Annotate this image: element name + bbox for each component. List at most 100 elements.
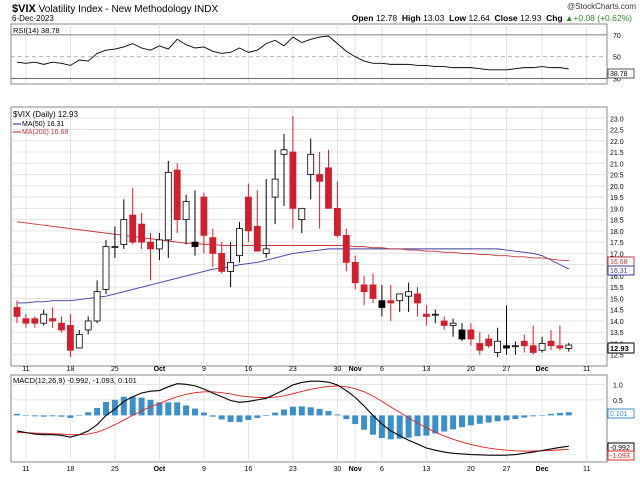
candle-body bbox=[218, 252, 226, 272]
macd-histogram-bar bbox=[405, 415, 412, 438]
macd-histogram-bar bbox=[165, 402, 172, 416]
candle-body bbox=[512, 345, 519, 348]
macd-histogram-bar bbox=[387, 415, 394, 440]
candle-body bbox=[173, 169, 181, 221]
price-xtick-label: 13 bbox=[423, 366, 431, 373]
candle-body bbox=[147, 241, 154, 250]
macd-histogram-bar bbox=[245, 415, 252, 421]
macd-histogram-bar bbox=[503, 415, 510, 421]
macd-histogram-bar bbox=[129, 396, 136, 416]
candle-body bbox=[333, 207, 341, 236]
candle-body bbox=[369, 284, 377, 299]
price-tick-label: 16.0 bbox=[610, 274, 624, 281]
symbol: $VIX bbox=[12, 3, 36, 15]
value-tags: 38.78 16.68 16.31 12.93 0.101 -0.992 -1.… bbox=[607, 68, 635, 461]
macd-histogram-bar bbox=[49, 415, 56, 417]
macd-xtick-label: 11 bbox=[22, 466, 29, 473]
macd-histogram-bar bbox=[236, 415, 243, 422]
price-frame bbox=[10, 106, 608, 367]
macd-histogram-bar bbox=[361, 415, 368, 430]
macd-histogram-bar bbox=[316, 408, 323, 416]
macd-histogram-bar bbox=[14, 413, 20, 416]
candle-body bbox=[449, 322, 457, 326]
price-xtick-label: 11 bbox=[22, 366, 29, 373]
candle-body bbox=[556, 345, 564, 349]
rsi-tick-label: 70 bbox=[613, 33, 621, 40]
ma50-value-tag: 16.31 bbox=[607, 265, 635, 276]
macd-histogram-bar bbox=[183, 405, 190, 416]
high-value: 13.03 bbox=[423, 13, 445, 23]
price-tick-label: 20.0 bbox=[610, 184, 624, 191]
price-xtick-label: 11 bbox=[583, 366, 590, 373]
candle-body bbox=[325, 167, 332, 209]
chg-label: Chg bbox=[546, 13, 563, 23]
candle-body bbox=[40, 313, 48, 324]
close-label: Close bbox=[494, 13, 518, 23]
svg-text:16.31: 16.31 bbox=[610, 268, 628, 275]
macd-histogram-bar bbox=[94, 407, 101, 416]
price-xtick-label: 18 bbox=[67, 366, 75, 373]
candle-body bbox=[316, 174, 324, 182]
macd-histogram-bar bbox=[432, 415, 439, 434]
price-xtick-label: 20 bbox=[467, 366, 475, 373]
price-xtick-label: 30 bbox=[334, 366, 342, 373]
ma200-line bbox=[16, 221, 569, 262]
svg-text:0.101: 0.101 bbox=[610, 411, 628, 418]
macd-histogram-bar bbox=[174, 402, 181, 416]
macd-histogram-bar bbox=[58, 415, 65, 417]
svg-text:16.68: 16.68 bbox=[610, 259, 628, 266]
price-tick-label: 15.5 bbox=[610, 285, 624, 292]
low-label: Low bbox=[449, 13, 467, 23]
candle-body bbox=[262, 248, 270, 254]
candle-body bbox=[405, 291, 413, 297]
macd-xtick-label: 27 bbox=[503, 466, 511, 473]
candle-body bbox=[227, 261, 235, 272]
macd-histogram-bar bbox=[370, 415, 376, 435]
macd-histogram-bar bbox=[539, 415, 546, 416]
candle-body bbox=[191, 241, 199, 248]
candle-body bbox=[31, 318, 39, 324]
instrument-name: Volatility Index - New Methodology bbox=[38, 4, 192, 15]
macd-xtick-label: 18 bbox=[67, 466, 75, 473]
macd-histogram-bar bbox=[227, 415, 234, 422]
macd-histogram-bar bbox=[396, 415, 403, 439]
macd-histogram-bar bbox=[485, 415, 492, 423]
candle-body bbox=[164, 171, 172, 241]
macd-histogram-bar bbox=[352, 415, 359, 425]
candle-body bbox=[253, 225, 261, 252]
macd-hist-tag: 0.101 bbox=[607, 408, 635, 419]
candle-body bbox=[520, 340, 528, 347]
macd-histogram-bar bbox=[31, 415, 38, 417]
candle-body bbox=[378, 300, 386, 308]
candle-body bbox=[129, 214, 137, 243]
stockcharts-logo: @StockCharts.com bbox=[566, 2, 636, 11]
candle-body bbox=[289, 151, 297, 209]
price-xtick-label: 25 bbox=[111, 366, 119, 373]
candle-body bbox=[182, 201, 190, 221]
price-xtick-label: Oct bbox=[154, 366, 166, 373]
candle-body bbox=[431, 313, 439, 316]
candle-body bbox=[271, 178, 279, 198]
macd-histogram-bar bbox=[548, 413, 554, 416]
ma200-value-tag: 16.68 bbox=[607, 256, 635, 267]
triangle-up-icon: ▲ bbox=[564, 13, 574, 23]
price-tick-label: 13.5 bbox=[610, 330, 624, 337]
macd-histogram-bar bbox=[218, 415, 225, 420]
candle-body bbox=[387, 300, 395, 304]
last-price-tag: 12.93 bbox=[607, 342, 635, 354]
macd-histogram-bar bbox=[423, 415, 430, 436]
price-panel: $VIX (Daily) 12.93 MA(50) 16.31 MA(200) … bbox=[10, 106, 624, 373]
macd-histogram-bar bbox=[67, 415, 74, 418]
macd-histogram-bar bbox=[414, 415, 421, 437]
price-tick-label: 21.5 bbox=[610, 150, 624, 157]
candle-body bbox=[422, 313, 430, 317]
rsi-value-tag: 38.78 bbox=[607, 68, 635, 79]
candle-body bbox=[307, 153, 315, 175]
candle-body bbox=[503, 345, 510, 349]
price-xtick-label: 9 bbox=[202, 366, 206, 373]
macd-histogram-bar bbox=[138, 397, 145, 416]
macd-histogram-bar bbox=[378, 415, 385, 439]
price-tick-label: 18.0 bbox=[610, 229, 624, 236]
macd-line bbox=[16, 380, 569, 456]
